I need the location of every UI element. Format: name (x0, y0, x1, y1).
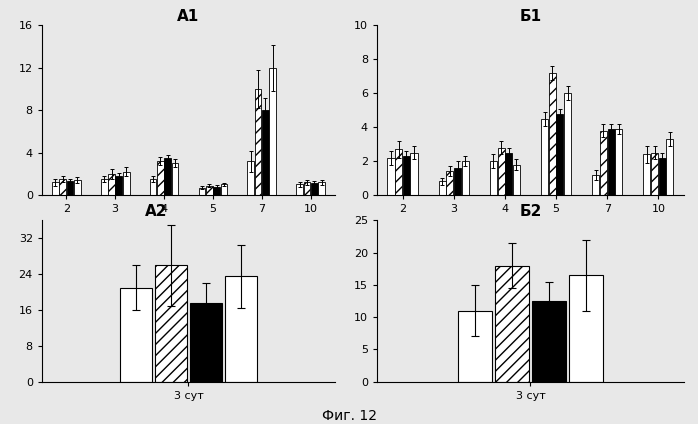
Bar (74, 180, 81, 195)
Bar (459, 311, 492, 382)
Bar (149, 179, 156, 195)
Bar (157, 161, 164, 195)
Bar (213, 187, 220, 195)
Bar (644, 154, 651, 195)
Bar (115, 176, 122, 195)
Bar (667, 139, 674, 195)
Bar (607, 129, 615, 195)
Bar (311, 183, 318, 195)
Bar (498, 148, 505, 195)
Bar (172, 163, 179, 195)
Bar (446, 171, 454, 195)
Bar (438, 181, 446, 195)
Bar (651, 153, 658, 195)
Bar (269, 68, 276, 195)
Bar (119, 287, 152, 382)
Text: Фиг. 12: Фиг. 12 (322, 409, 376, 423)
Bar (395, 149, 402, 195)
Bar (569, 275, 602, 382)
Bar (108, 174, 115, 195)
Bar (198, 187, 205, 195)
Bar (155, 265, 187, 382)
Bar (387, 158, 394, 195)
Bar (66, 181, 73, 195)
Bar (461, 161, 469, 195)
Bar (262, 110, 269, 195)
Bar (221, 184, 228, 195)
Bar (541, 119, 548, 195)
Bar (600, 131, 607, 195)
Bar (490, 161, 497, 195)
Bar (164, 158, 171, 195)
Bar (532, 301, 566, 382)
Bar (615, 129, 623, 195)
Bar (495, 265, 529, 382)
Bar (318, 182, 325, 195)
Title: Б2: Б2 (519, 204, 542, 219)
Bar (225, 276, 258, 382)
Bar (564, 93, 571, 195)
Bar (549, 73, 556, 195)
Bar (410, 153, 417, 195)
Bar (296, 184, 303, 195)
Bar (247, 161, 254, 195)
Bar (513, 165, 520, 195)
Bar (556, 114, 563, 195)
Bar (403, 156, 410, 195)
Bar (206, 186, 213, 195)
Bar (59, 179, 66, 195)
Bar (505, 153, 512, 195)
Bar (123, 172, 130, 195)
Bar (190, 303, 222, 382)
Text: А2: А2 (144, 204, 167, 219)
Bar (304, 182, 311, 195)
Bar (659, 158, 666, 195)
Bar (52, 182, 59, 195)
Bar (101, 179, 107, 195)
Bar (454, 168, 461, 195)
Bar (592, 175, 600, 195)
Bar (255, 89, 262, 195)
Title: Б1: Б1 (519, 9, 542, 24)
Title: А1: А1 (177, 9, 200, 24)
